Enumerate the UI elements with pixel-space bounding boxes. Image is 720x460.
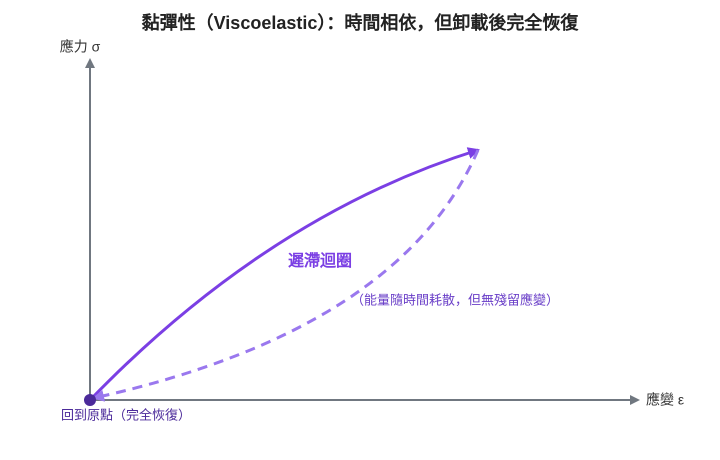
origin-label: 回到原點（完全恢復） [61, 407, 191, 422]
note: （能量隨時間耗散，但無殘留應變） [351, 292, 559, 307]
origin-dot [84, 394, 96, 406]
unloading-curve [92, 149, 480, 402]
title: 黏彈性（Viscoelastic）：時間相依，但卸載後完全恢復 [142, 12, 580, 33]
loading-curve [90, 147, 480, 400]
y-axis-label: 應力 σ [60, 39, 101, 55]
loop-label: 遲滯迴圈 [288, 251, 352, 270]
x-axis-label: 應變 ε [646, 392, 684, 408]
